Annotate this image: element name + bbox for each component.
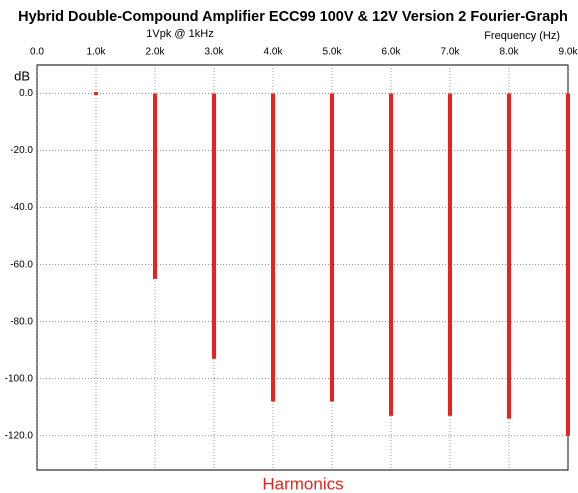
bottom-label: Harmonics bbox=[262, 474, 343, 493]
y-tick-label: -60.0 bbox=[10, 259, 33, 270]
y-tick-label: -100.0 bbox=[5, 373, 34, 384]
x-tick-label: 9.0k bbox=[559, 47, 578, 58]
y-tick-label: -80.0 bbox=[10, 316, 33, 327]
bar bbox=[448, 93, 452, 416]
y-axis-label: dB bbox=[14, 68, 30, 83]
bar bbox=[94, 92, 98, 96]
bar bbox=[330, 93, 334, 402]
x-tick-label: 3.0k bbox=[205, 47, 225, 58]
x-tick-label: 8.0k bbox=[500, 47, 520, 58]
bar bbox=[271, 93, 275, 402]
bar bbox=[389, 93, 393, 416]
bar bbox=[566, 93, 570, 436]
plot-frame bbox=[36, 64, 569, 471]
x-tick-label: 0.0 bbox=[30, 47, 44, 58]
bar bbox=[153, 93, 157, 279]
y-tick-label: -120.0 bbox=[5, 430, 34, 441]
y-tick-label: 0.0 bbox=[19, 88, 33, 99]
chart-subtitle: 1Vpk @ 1kHz bbox=[146, 28, 213, 40]
x-tick-label: 1.0k bbox=[87, 47, 107, 58]
x-axis-label: Frequency (Hz) bbox=[484, 30, 560, 42]
x-tick-label: 2.0k bbox=[146, 47, 166, 58]
x-tick-label: 5.0k bbox=[323, 47, 343, 58]
bar bbox=[212, 93, 216, 359]
x-tick-label: 7.0k bbox=[441, 47, 461, 58]
chart-title: Hybrid Double-Compound Amplifier ECC99 1… bbox=[18, 9, 568, 25]
x-tick-label: 6.0k bbox=[382, 47, 402, 58]
y-tick-label: -40.0 bbox=[10, 202, 33, 213]
y-tick-label: -20.0 bbox=[10, 145, 33, 156]
x-tick-label: 4.0k bbox=[264, 47, 284, 58]
bar bbox=[507, 93, 511, 419]
